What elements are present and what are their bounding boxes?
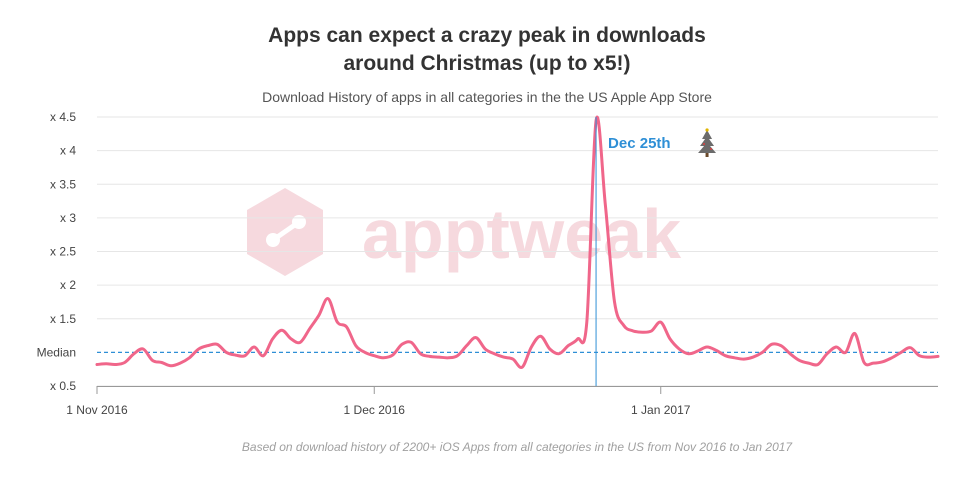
chart-subtitle: Download History of apps in all categori… <box>262 89 712 105</box>
y-tick-label: x 0.5 <box>50 379 76 393</box>
tree-ornament <box>703 143 706 145</box>
christmas-marker-label: Dec 25th <box>608 135 671 152</box>
tree-star <box>705 128 709 132</box>
watermark: apptweak <box>247 188 681 276</box>
tree-ornament <box>710 148 713 150</box>
y-tick-label: x 2 <box>60 278 76 292</box>
y-tick-label: x 1.5 <box>50 312 76 326</box>
tree-trunk <box>705 153 709 157</box>
chart-title-line-2: around Christmas (up to x5!) <box>343 52 631 75</box>
y-tick-label: x 3.5 <box>50 177 76 191</box>
y-tick-label: Median <box>37 345 76 359</box>
x-tick-label: 1 Dec 2016 <box>344 403 406 417</box>
christmas-tree-icon <box>698 128 717 157</box>
x-tick-label: 1 Nov 2016 <box>66 403 128 417</box>
apptweak-logo-icon <box>247 188 323 276</box>
download-series-line <box>95 115 940 369</box>
x-tick-label: 1 Jan 2017 <box>631 403 691 417</box>
chart-title-line-1: Apps can expect a crazy peak in download… <box>268 24 706 47</box>
chart-title: Apps can expect a crazy peak in download… <box>0 22 974 78</box>
y-tick-label: x 4 <box>60 144 76 158</box>
y-tick-label: x 2.5 <box>50 245 76 259</box>
watermark-text: apptweak <box>362 195 681 273</box>
chart-credit: Based on download history of 2200+ iOS A… <box>241 440 793 454</box>
y-tick-label: x 3 <box>60 211 76 225</box>
y-tick-label: x 4.5 <box>50 110 76 124</box>
tree-body <box>698 130 717 153</box>
